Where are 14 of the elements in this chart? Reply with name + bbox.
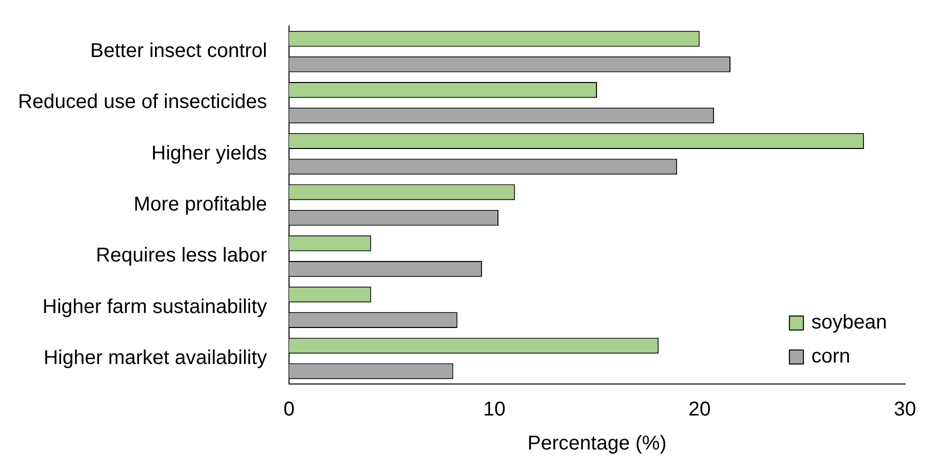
y-tick-label: More profitable — [134, 194, 268, 216]
y-tick-label: Reduced use of insecticides — [18, 91, 268, 114]
x-tick-label: 0 — [283, 398, 295, 421]
x-axis-title: Percentage (%) — [528, 432, 666, 455]
y-tick-label: Higher yields — [151, 142, 268, 164]
y-tick-label: Requires less labor — [96, 244, 268, 267]
y-tick-label: Better insect control — [90, 40, 268, 62]
legend-label: soybean — [811, 312, 888, 334]
y-tick-label: Higher farm sustainability — [42, 296, 268, 318]
y-tick-label: Higher market availability — [44, 346, 268, 369]
legend-label: corn — [811, 346, 850, 368]
x-tick-label: 30 — [894, 398, 916, 421]
x-tick-label: 20 — [688, 398, 711, 421]
x-tick-label: 10 — [483, 398, 506, 421]
